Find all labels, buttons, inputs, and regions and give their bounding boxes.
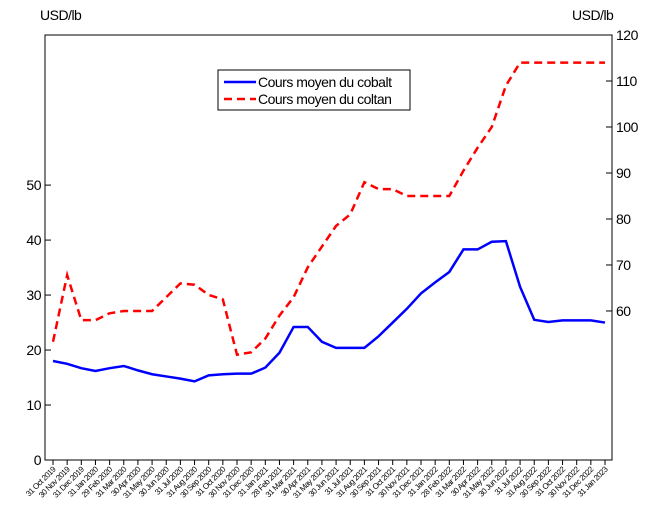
y2-tick-label: 70 [616, 257, 631, 273]
y2-tick-label: 80 [616, 211, 631, 227]
y2-tick-label: 100 [616, 119, 639, 135]
y2-axis-label: USD/lb [572, 7, 614, 23]
y-axis-label: USD/lb [40, 7, 82, 23]
y-tick-label: 30 [26, 287, 41, 303]
y2-tick-label: 110 [616, 73, 638, 89]
legend-label: Cours moyen du cobalt [258, 74, 392, 90]
y2-tick-label: 90 [616, 165, 631, 181]
y-tick-label: 40 [26, 232, 41, 248]
series-line [52, 239, 606, 383]
y-tick-label: 50 [26, 177, 41, 193]
plot-frame [44, 34, 613, 461]
y2-tick-label: 120 [616, 27, 639, 43]
legend [217, 69, 411, 111]
y2-tick-label: 60 [616, 303, 631, 319]
legend-label: Cours moyen du coltan [258, 91, 391, 107]
series-line [51, 61, 605, 357]
y-tick-label: 10 [26, 397, 41, 413]
y-tick-label: 0 [34, 452, 42, 468]
y-tick-label: 20 [26, 342, 41, 358]
